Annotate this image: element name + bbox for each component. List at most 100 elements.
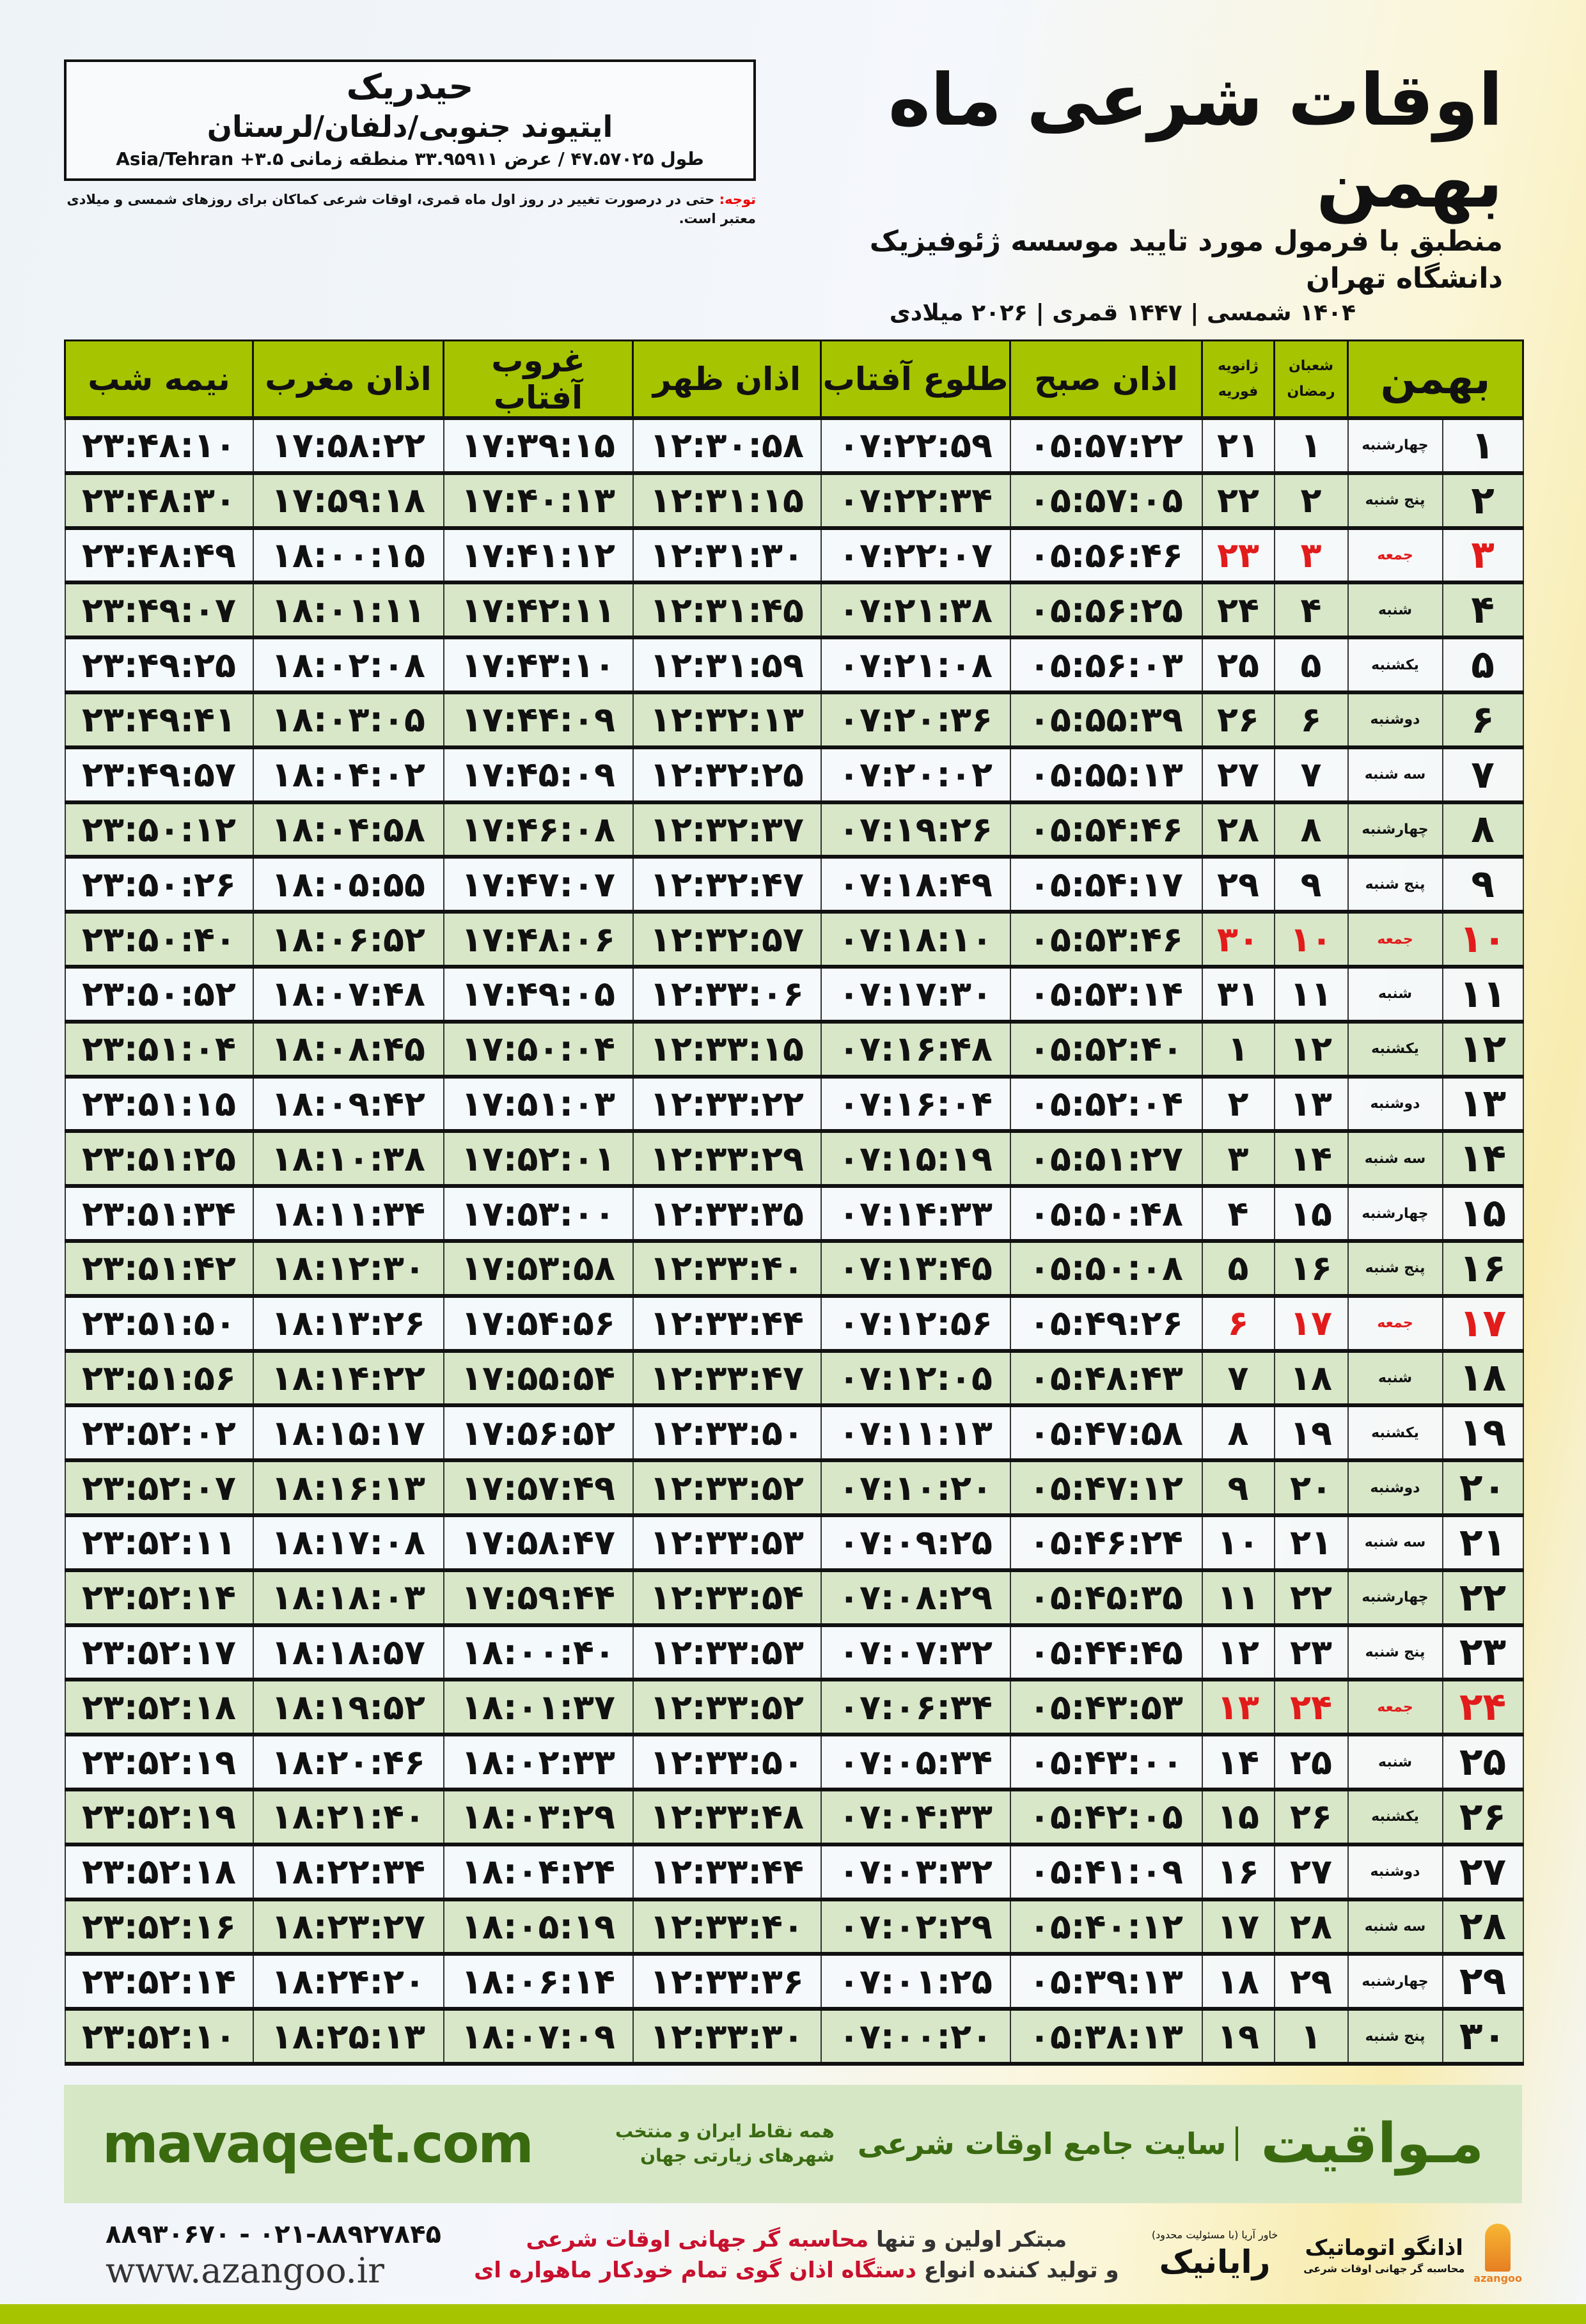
cell-dhuhr: ۱۲:۳۳:۴۷ (632, 1348, 822, 1408)
cell-maghrib: ۱۸:۲۵:۱۳ (252, 2007, 444, 2066)
cell-fajr: ۰۵:۴۳:۰۰ (1009, 1733, 1203, 1791)
cell-lunar-day: ۲۲ (1273, 1568, 1349, 1627)
cell-dhuhr: ۱۲:۳۲:۴۷ (632, 855, 822, 914)
cell-fajr: ۰۵:۵۶:۴۶ (1009, 526, 1203, 585)
cell-fajr: ۰۵:۵۰:۴۸ (1009, 1184, 1203, 1243)
table-row: ۴ شنبه ۴ ۲۴ ۰۵:۵۶:۲۵ ۰۷:۲۱:۳۸ ۱۲:۳۱:۴۵ ۱۷:۴۲:۱۱… (64, 581, 1524, 640)
cell-sunset: ۱۸:۰۲:۳۳ (443, 1733, 634, 1791)
cell-sunrise: ۰۷:۱۶:۴۸ (820, 1019, 1011, 1079)
table-row: ۳ جمعه ۳ ۲۳ ۰۵:۵۶:۴۶ ۰۷:۲۲:۰۷ ۱۲:۳۱:۳۰ ۱۷:۴۱:۱۲… (64, 526, 1524, 585)
cell-weekday: چهارشنبه (1347, 800, 1443, 859)
cell-dhuhr: ۱۲:۳۳:۱۵ (632, 1019, 822, 1079)
location-path: ایتیوند جنوبی/دلفان/لرستان (207, 109, 613, 144)
cell-midnight: ۲۳:۵۰:۵۲ (64, 964, 254, 1024)
header-month: بهمن (1347, 339, 1524, 419)
cell-sunrise: ۰۷:۱۲:۰۵ (820, 1348, 1011, 1408)
cell-weekday: پنج شنبه (1347, 1623, 1443, 1682)
cell-gregorian-day: ۱۲ (1201, 1623, 1275, 1682)
cell-maghrib: ۱۸:۲۳:۲۷ (252, 1897, 444, 1956)
cell-day: ۱۸ (1441, 1348, 1524, 1408)
mavaqeet-tagline: سایت جامع اوقات شرعی (858, 2126, 1238, 2162)
cell-maghrib: ۱۸:۱۱:۳۴ (252, 1184, 444, 1243)
cell-midnight: ۲۳:۵۲:۱۹ (64, 1787, 254, 1846)
cell-dhuhr: ۱۲:۳۳:۵۴ (632, 1568, 822, 1627)
table-row: ۱۲ یکشنبه ۱۲ ۱ ۰۵:۵۲:۴۰ ۰۷:۱۶:۴۸ ۱۲:۳۳:۱۵ ۱۷:۵۰… (64, 1019, 1524, 1079)
cell-sunrise: ۰۷:۲۱:۳۸ (820, 581, 1011, 640)
cell-fajr: ۰۵:۴۱:۰۹ (1009, 1842, 1203, 1901)
cell-sunset: ۱۷:۴۴:۰۹ (443, 690, 634, 749)
cell-lunar-day: ۷ (1273, 745, 1349, 804)
cell-midnight: ۲۳:۵۲:۱۱ (64, 1513, 254, 1572)
cell-dhuhr: ۱۲:۳۳:۲۹ (632, 1129, 822, 1189)
cell-day: ۲۸ (1441, 1897, 1524, 1956)
cell-lunar-day: ۱۵ (1273, 1184, 1349, 1243)
title-column: اوقات شرعی ماه بهمن منطبق با فرمول مورد … (781, 59, 1522, 329)
cell-gregorian-day: ۱۰ (1201, 1513, 1275, 1572)
cell-sunrise: ۰۷:۰۹:۲۵ (820, 1513, 1011, 1572)
cell-weekday: پنج شنبه (1347, 471, 1443, 530)
cell-weekday: جمعه (1347, 1678, 1443, 1737)
cell-sunrise: ۰۷:۱۰:۲۰ (820, 1458, 1011, 1517)
cell-sunset: ۱۷:۵۳:۵۸ (443, 1238, 634, 1298)
cell-sunset: ۱۷:۴۶:۰۸ (443, 800, 634, 859)
cell-maghrib: ۱۸:۱۹:۵۲ (252, 1678, 444, 1737)
table-row: ۳۰ پنج شنبه ۱ ۱۹ ۰۵:۳۸:۱۳ ۰۷:۰۰:۲۰ ۱۲:۳۳:۳۰ ۱۸:… (64, 2007, 1524, 2066)
cell-day: ۱ (1441, 416, 1524, 475)
cell-maghrib: ۱۸:۰۷:۴۸ (252, 964, 444, 1024)
cell-gregorian-day: ۱۳ (1201, 1678, 1275, 1737)
azangoo-text: اذانگو اتوماتیک محاسبه گر جهانی اوقات شر… (1303, 2234, 1464, 2276)
cell-sunrise: ۰۷:۲۲:۵۹ (820, 416, 1011, 475)
cell-midnight: ۲۳:۵۲:۰۲ (64, 1403, 254, 1463)
cell-midnight: ۲۳:۴۸:۳۰ (64, 471, 254, 530)
cell-midnight: ۲۳:۵۲:۰۷ (64, 1458, 254, 1517)
cell-dhuhr: ۱۲:۳۳:۵۰ (632, 1733, 822, 1791)
header-lunar-bottom: رمضان (1287, 383, 1335, 400)
cell-sunrise: ۰۷:۱۸:۱۰ (820, 910, 1011, 969)
cell-weekday: شنبه (1347, 1348, 1443, 1408)
cell-maghrib: ۱۸:۰۰:۱۵ (252, 526, 444, 585)
cell-day: ۲۵ (1441, 1733, 1524, 1791)
table-row: ۲۰ دوشنبه ۲۰ ۹ ۰۵:۴۷:۱۲ ۰۷:۱۰:۲۰ ۱۲:۳۳:۵۲ ۱۷:۵۷… (64, 1458, 1524, 1517)
cell-weekday: پنج شنبه (1347, 855, 1443, 914)
rayanik-subtext: خاور آریا (با مسئولیت محدود) (1151, 2228, 1278, 2241)
cell-lunar-day: ۶ (1273, 690, 1349, 749)
cell-lunar-day: ۱۳ (1273, 1074, 1349, 1134)
cell-fajr: ۰۵:۴۸:۴۳ (1009, 1348, 1203, 1408)
cell-lunar-day: ۱۲ (1273, 1019, 1349, 1079)
cell-lunar-day: ۱۸ (1273, 1348, 1349, 1408)
cell-fajr: ۰۵:۵۴:۱۷ (1009, 855, 1203, 914)
cell-sunset: ۱۷:۴۸:۰۶ (443, 910, 634, 969)
cell-midnight: ۲۳:۵۲:۱۴ (64, 1952, 254, 2011)
cell-gregorian-day: ۱۸ (1201, 1952, 1275, 2011)
cell-weekday: دوشنبه (1347, 1842, 1443, 1901)
azangoo-en-logo: azangoo (1473, 2272, 1522, 2285)
table-row: ۱۵ چهارشنبه ۱۵ ۴ ۰۵:۵۰:۴۸ ۰۷:۱۴:۳۳ ۱۲:۳۳:۳۵ ۱۷:… (64, 1184, 1524, 1243)
cell-sunrise: ۰۷:۰۲:۲۹ (820, 1897, 1011, 1956)
header-greg-top: ژانویه (1218, 357, 1259, 374)
cell-gregorian-day: ۲ (1201, 1074, 1275, 1134)
cell-gregorian-day: ۹ (1201, 1458, 1275, 1517)
cell-day: ۴ (1441, 581, 1524, 640)
cell-gregorian-day: ۱۷ (1201, 1897, 1275, 1956)
cell-lunar-day: ۲۴ (1273, 1678, 1349, 1737)
header-maghrib: اذان مغرب (252, 339, 444, 419)
cell-sunset: ۱۷:۴۵:۰۹ (443, 745, 634, 804)
cell-dhuhr: ۱۲:۳۳:۴۴ (632, 1293, 822, 1353)
cell-lunar-day: ۱۶ (1273, 1238, 1349, 1298)
header-lunar: شعبان رمضان (1273, 339, 1349, 419)
cell-dhuhr: ۱۲:۳۳:۳۶ (632, 1952, 822, 2011)
azangoo-website[interactable]: www.azangoo.ir (106, 2250, 384, 2291)
cell-sunset: ۱۷:۳۹:۱۵ (443, 416, 634, 475)
table-row: ۱۸ شنبه ۱۸ ۷ ۰۵:۴۸:۴۳ ۰۷:۱۲:۰۵ ۱۲:۳۳:۴۷ ۱۷:۵۵:۵… (64, 1348, 1524, 1408)
cell-fajr: ۰۵:۵۱:۲۷ (1009, 1129, 1203, 1189)
cell-day: ۳۰ (1441, 2007, 1524, 2066)
cell-sunrise: ۰۷:۲۲:۰۷ (820, 526, 1011, 585)
mavaqeet-url[interactable]: mavaqeet.com (102, 2112, 534, 2176)
cell-midnight: ۲۳:۴۹:۵۷ (64, 745, 254, 804)
cell-maghrib: ۱۸:۱۶:۱۳ (252, 1458, 444, 1517)
cell-dhuhr: ۱۲:۳۲:۱۳ (632, 690, 822, 749)
cell-lunar-day: ۱ (1273, 416, 1349, 475)
cell-fajr: ۰۵:۴۷:۵۸ (1009, 1403, 1203, 1463)
ad-line1-b: محاسبه گر جهانی اوقات شرعی (526, 2226, 869, 2252)
cell-sunset: ۱۸:۰۵:۱۹ (443, 1897, 634, 1956)
